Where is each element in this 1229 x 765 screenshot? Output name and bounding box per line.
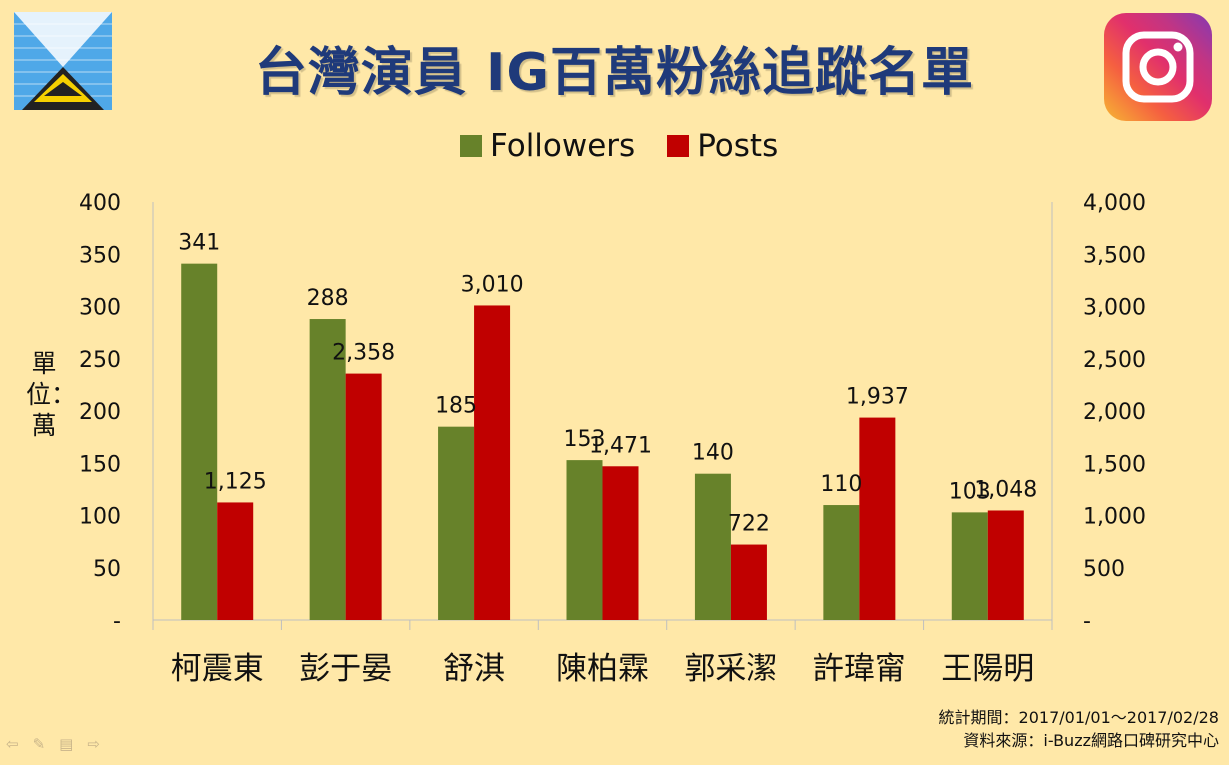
data-label-followers: 110 — [820, 472, 862, 497]
bar-followers — [309, 319, 346, 620]
bar-posts — [474, 305, 511, 620]
x-tick-label: 許瑋甯 — [813, 651, 906, 687]
x-tick-label: 柯震東 — [171, 651, 264, 687]
legend-swatch-followers — [460, 135, 482, 157]
data-label-followers: 341 — [178, 231, 220, 256]
y-tick-label-right: 3,500 — [1083, 243, 1146, 268]
x-tick-label: 陳柏霖 — [556, 651, 649, 687]
y-tick-label-right: 1,000 — [1083, 505, 1146, 530]
legend-item-followers: Followers — [460, 128, 635, 164]
bar-posts — [602, 466, 639, 620]
legend-swatch-posts — [667, 135, 690, 157]
legend-label-followers: Followers — [490, 128, 636, 164]
legend-item-posts: Posts — [667, 128, 778, 164]
bar-followers — [181, 263, 218, 620]
y-tick-label-left: 250 — [79, 348, 121, 373]
i-buzz-logo-icon — [14, 12, 112, 110]
y-tick-label-right: 2,500 — [1083, 348, 1146, 373]
data-label-followers: 153 — [564, 427, 606, 452]
x-tick-label: 舒淇 — [443, 651, 505, 687]
footer-period: 統計期間：2017/01/01～2017/02/28 — [938, 708, 1219, 727]
arrow-right-icon[interactable]: ⇨ — [87, 735, 100, 753]
x-tick-label: 郭采潔 — [684, 651, 777, 687]
pen-icon[interactable]: ✎ — [32, 735, 46, 753]
slide-nav: ⇦ ✎ ▤ ⇨ — [6, 735, 100, 753]
y-tick-label-right: 4,000 — [1083, 191, 1146, 216]
footer-source: 資料來源：i-Buzz網路口碑研究中心 — [963, 731, 1219, 750]
x-tick-label: 彭于晏 — [299, 651, 392, 687]
data-label-posts: 1,125 — [204, 469, 267, 494]
bar-followers — [951, 512, 988, 620]
y-tick-label-left: 200 — [79, 400, 121, 425]
y-tick-label-left: 150 — [79, 452, 121, 477]
y-tick-label-left: 300 — [79, 296, 121, 321]
bar-posts — [730, 544, 767, 620]
data-label-posts: 3,010 — [461, 272, 524, 297]
y-tick-label-right: 2,000 — [1083, 400, 1146, 425]
y-tick-label-left: 100 — [79, 505, 121, 530]
bar-posts — [987, 510, 1024, 620]
data-label-followers: 288 — [307, 286, 349, 311]
data-label-posts: 2,358 — [332, 341, 395, 366]
bar-followers — [566, 460, 603, 620]
data-label-followers: 185 — [435, 394, 477, 419]
data-label-posts: 722 — [728, 512, 770, 537]
data-label-posts: 1,048 — [974, 477, 1037, 502]
chart-title: 台灣演員 IG百萬粉絲追蹤名單 — [254, 43, 975, 103]
data-label-posts: 1,471 — [589, 433, 652, 458]
y-tick-label-right: 500 — [1083, 557, 1125, 582]
bar-posts — [859, 417, 896, 620]
chart-legend: Followers Posts — [460, 126, 810, 166]
data-label-posts: 1,937 — [846, 385, 909, 410]
instagram-icon — [1104, 13, 1212, 121]
y-tick-label-left: 350 — [79, 243, 121, 268]
y-tick-label-left: 50 — [93, 557, 121, 582]
y-tick-label-right: 3,000 — [1083, 296, 1146, 321]
y-tick-label-left: 400 — [79, 191, 121, 216]
bar-posts — [345, 373, 382, 620]
data-label-followers: 140 — [692, 441, 734, 466]
bar-followers — [438, 426, 475, 620]
y-tick-label-right: 1,500 — [1083, 452, 1146, 477]
legend-label-posts: Posts — [697, 128, 779, 164]
bar-followers — [823, 505, 860, 620]
footer: 統計期間：2017/01/01～2017/02/28 資料來源：i-Buzz網路… — [939, 706, 1219, 752]
x-tick-label: 王陽明 — [941, 651, 1034, 687]
menu-icon[interactable]: ▤ — [59, 735, 74, 753]
data-label-followers: 103 — [949, 479, 991, 504]
y-tick-label-left: - — [113, 609, 121, 634]
bar-posts — [217, 502, 254, 620]
bar-followers — [694, 473, 731, 620]
arrow-left-icon[interactable]: ⇦ — [6, 735, 19, 753]
y-tick-label-right: - — [1083, 609, 1091, 634]
